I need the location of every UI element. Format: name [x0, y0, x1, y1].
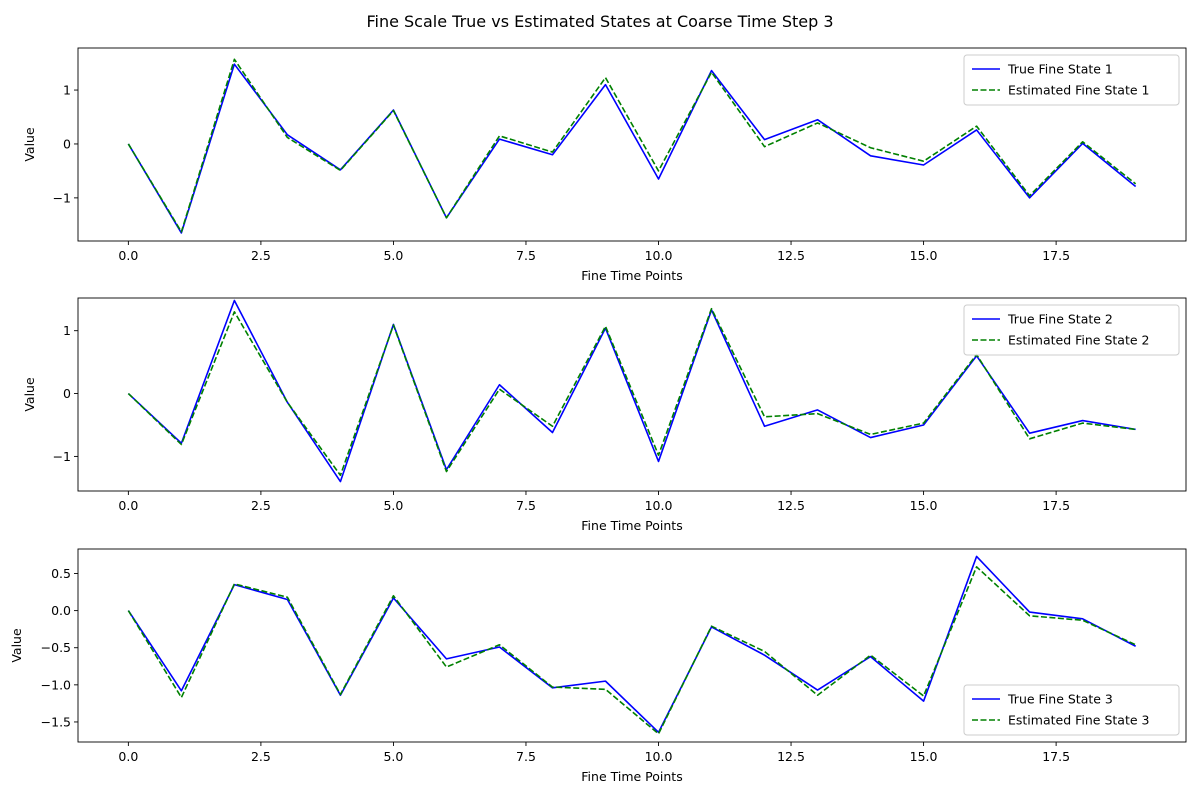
- legend-label: True Fine State 3: [1007, 692, 1113, 707]
- chart-panel-2: 0.0 2.5 5.0 7.5 10.0 12.5 15.0 17.5 −1 0 1 Fine Tim…: [22, 297, 1187, 533]
- x-tick-label: 5.0: [383, 498, 403, 513]
- y-tick-label: 1: [63, 323, 71, 338]
- y-tick-label: −1: [53, 449, 71, 464]
- x-tick-label: 17.5: [1042, 749, 1070, 764]
- x-tick-label: 15.0: [910, 498, 938, 513]
- series-line-3-1: [127, 555, 1137, 734]
- y-axis-label: Value: [9, 628, 24, 663]
- axes-frame: [77, 548, 1187, 743]
- x-tick-label: 15.0: [910, 248, 938, 263]
- x-tick-label: 10.0: [645, 749, 673, 764]
- series-line-1-2: [127, 58, 1137, 233]
- x-tick-label: 5.0: [383, 749, 403, 764]
- x-axis-label: Fine Time Points: [581, 769, 682, 784]
- y-tick-label: −1: [53, 190, 71, 205]
- chart-panel-1: 0.0 2.5 5.0 7.5 10.0 12.5 15.0 17.5 −1 0 1 Fine Tim…: [22, 47, 1187, 283]
- x-tick-label: 0.0: [118, 498, 138, 513]
- x-tick-label: 2.5: [251, 498, 271, 513]
- legend-label: Estimated Fine State 3: [1008, 713, 1149, 728]
- y-tick-label: −0.5: [41, 640, 71, 655]
- y-axis-label: Value: [22, 127, 37, 162]
- legend: True Fine State 3 Estimated Fine State 3: [963, 684, 1180, 736]
- y-axis-label: Value: [22, 377, 37, 412]
- y-tick-label: −1.5: [41, 714, 71, 729]
- figure-title: Fine Scale True vs Estimated States at C…: [366, 12, 834, 31]
- legend: True Fine State 2 Estimated Fine State 2: [963, 304, 1180, 356]
- x-tick-label: 7.5: [516, 749, 536, 764]
- y-tick-label: 0.5: [51, 566, 71, 581]
- y-tick-label: 0: [63, 386, 71, 401]
- legend-label: True Fine State 2: [1007, 312, 1113, 327]
- legend-box: [963, 684, 1180, 736]
- y-tick-label: 0: [63, 136, 71, 151]
- legend-box: [963, 304, 1180, 356]
- x-tick-label: 17.5: [1042, 498, 1070, 513]
- x-tick-label: 15.0: [910, 749, 938, 764]
- series-line-1-1: [127, 63, 1137, 234]
- axes-frame: [77, 297, 1187, 492]
- legend: True Fine State 1 Estimated Fine State 1: [963, 54, 1180, 106]
- x-tick-label: 10.0: [645, 248, 673, 263]
- y-tick-label: 1: [63, 83, 71, 98]
- legend-label: Estimated Fine State 1: [1008, 83, 1149, 98]
- x-tick-label: 2.5: [251, 248, 271, 263]
- x-tick-label: 0.0: [118, 248, 138, 263]
- x-axis-label: Fine Time Points: [581, 518, 682, 533]
- x-tick-label: 0.0: [118, 749, 138, 764]
- legend-box: [963, 54, 1180, 106]
- series-line-2-2: [127, 307, 1136, 477]
- series-line-3-2: [127, 566, 1136, 735]
- x-tick-label: 7.5: [516, 498, 536, 513]
- x-tick-label: 12.5: [777, 749, 805, 764]
- x-tick-label: 12.5: [777, 248, 805, 263]
- y-tick-label: 0.0: [51, 603, 71, 618]
- y-tick-label: −1.0: [41, 677, 71, 692]
- x-tick-label: 12.5: [777, 498, 805, 513]
- x-tick-label: 7.5: [516, 248, 536, 263]
- x-tick-label: 17.5: [1042, 248, 1070, 263]
- x-tick-label: 5.0: [383, 248, 403, 263]
- x-tick-label: 10.0: [645, 498, 673, 513]
- legend-label: Estimated Fine State 2: [1008, 333, 1149, 348]
- chart-panel-3: 0.0 2.5 5.0 7.5 10.0 12.5 15.0 17.5 −1.5 −1.0 −0.5…: [9, 548, 1187, 784]
- x-tick-label: 2.5: [251, 749, 271, 764]
- axes-frame: [77, 47, 1187, 242]
- x-axis-label: Fine Time Points: [581, 268, 682, 283]
- legend-label: True Fine State 1: [1007, 62, 1113, 77]
